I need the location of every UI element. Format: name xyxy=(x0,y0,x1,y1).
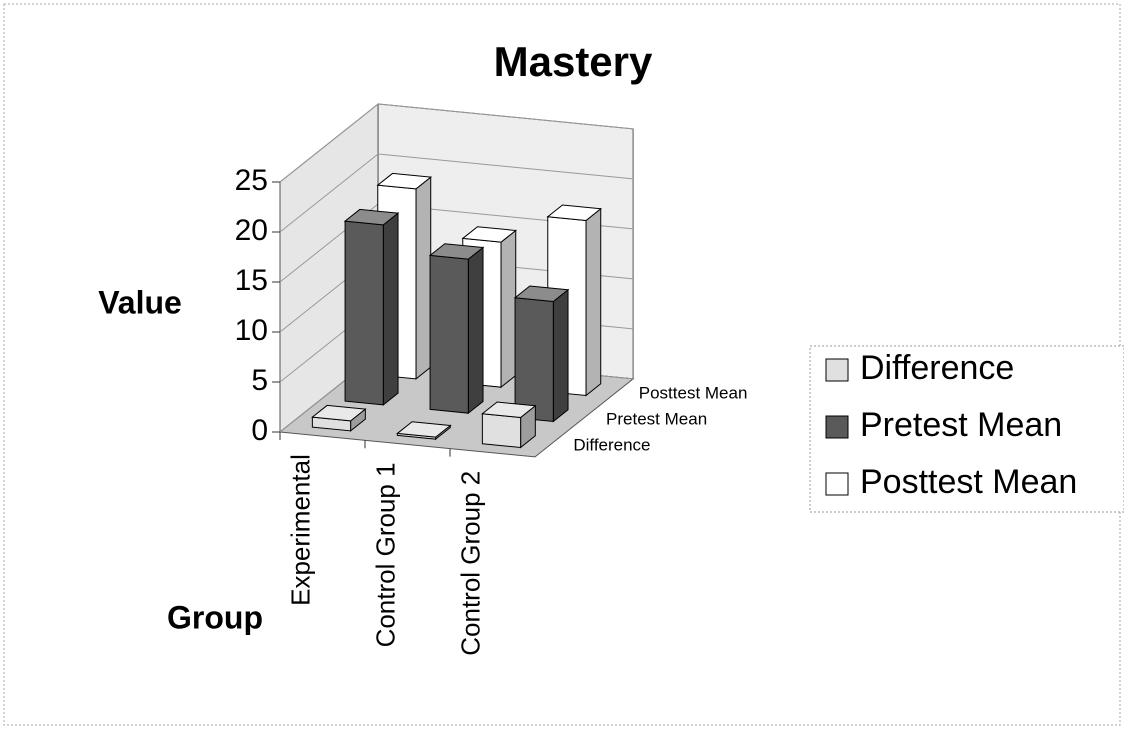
grid-line xyxy=(279,153,634,233)
legend-swatch xyxy=(825,472,849,496)
bar-side xyxy=(585,207,602,397)
legend-label: Difference xyxy=(860,349,1014,387)
legend-swatch xyxy=(825,358,849,382)
bar-front xyxy=(429,254,469,414)
x-axis-label: Group xyxy=(167,599,263,635)
bar-side xyxy=(467,246,484,415)
depth-tick-label: Posttest Mean xyxy=(639,383,748,402)
bar-top xyxy=(513,285,570,302)
bar-top xyxy=(376,172,433,190)
y-tick-label: 25 xyxy=(235,164,268,197)
legend-box xyxy=(809,345,1124,513)
depth-tick-label: Pretest Mean xyxy=(606,409,707,428)
legend-label: Posttest Mean xyxy=(860,463,1077,501)
bar-top xyxy=(311,404,367,422)
bar-top xyxy=(396,421,452,438)
bar-front xyxy=(481,413,522,449)
bar-top xyxy=(461,226,518,243)
x-tick-label: Control Group 2 xyxy=(455,471,485,656)
bar-front xyxy=(514,297,554,423)
y-axis-label: Value xyxy=(98,284,182,320)
bar-top xyxy=(343,208,400,226)
bar-top xyxy=(546,204,603,221)
legend-swatch xyxy=(825,415,849,439)
y-tick-label: 10 xyxy=(235,314,268,347)
bar-side xyxy=(382,212,399,406)
depth-tick-label: Difference xyxy=(573,435,650,454)
x-tick-label: Experimental xyxy=(285,454,315,606)
bar-side xyxy=(415,176,432,380)
bar-top xyxy=(481,401,537,418)
y-tick-label: 5 xyxy=(251,364,268,397)
bar-top xyxy=(428,243,485,260)
bar-front xyxy=(344,220,384,406)
bar-side xyxy=(500,229,517,389)
x-tick-label: Control Group 1 xyxy=(370,462,400,647)
y-tick-label: 0 xyxy=(251,414,268,447)
y-tick-label: 15 xyxy=(235,264,268,297)
grid-line xyxy=(279,103,634,183)
chart-title: Mastery xyxy=(494,38,653,85)
legend-label: Pretest Mean xyxy=(860,406,1062,444)
y-tick-label: 20 xyxy=(235,214,268,247)
bar-side xyxy=(552,288,569,423)
